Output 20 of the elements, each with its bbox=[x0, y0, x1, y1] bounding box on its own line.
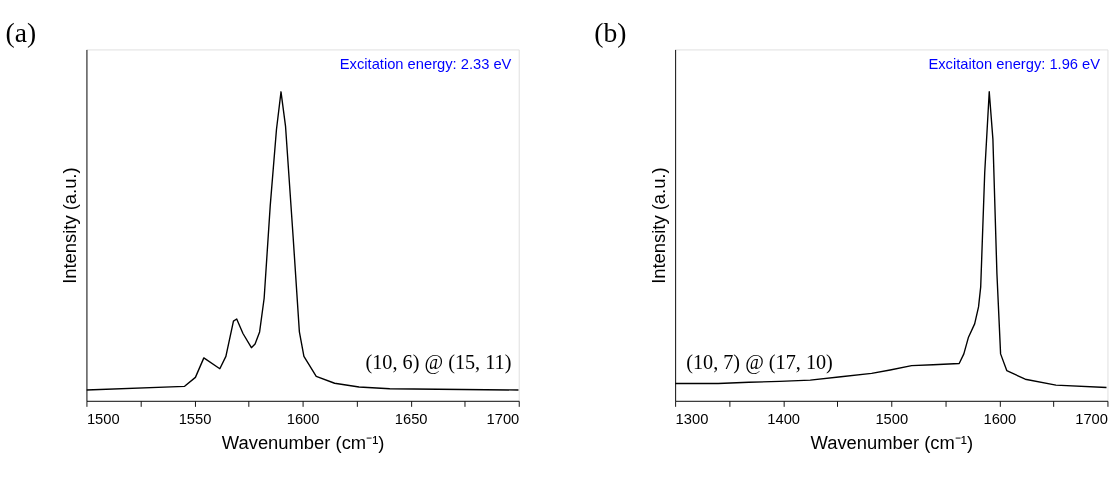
x-axis-title: Wavenumber (cm⁻¹) bbox=[810, 432, 974, 454]
text: Excitation energy: 2.33 eV bbox=[339, 55, 512, 72]
y-axis-title: Intensity (a.u.) bbox=[647, 167, 669, 284]
text: Excitaiton energy: 1.96 eV bbox=[928, 55, 1101, 72]
x-tick-label: 1700 bbox=[1075, 411, 1108, 428]
x-tick-label: 1600 bbox=[286, 411, 320, 428]
chart-title: (b) bbox=[594, 17, 627, 49]
x-tick-label: 1550 bbox=[178, 411, 212, 428]
y-axis-title: Intensity (a.u.) bbox=[58, 167, 80, 284]
x-tick-label: 1500 bbox=[86, 411, 120, 428]
chart-title: (a) bbox=[5, 17, 37, 49]
x-tick-label: 1600 bbox=[983, 411, 1017, 428]
x-tick-label: 1700 bbox=[486, 411, 520, 428]
x-tick-label: 1300 bbox=[675, 411, 709, 428]
annotation: (10, 7) @ (17, 10) bbox=[686, 350, 833, 374]
x-tick-label: 1400 bbox=[767, 411, 801, 428]
x-tick-label: 1500 bbox=[875, 411, 909, 428]
x-axis-title: Wavenumber (cm⁻¹) bbox=[221, 432, 385, 454]
annotation: (10, 6) @ (15, 11) bbox=[365, 350, 512, 374]
x-tick-label: 1650 bbox=[394, 411, 428, 428]
